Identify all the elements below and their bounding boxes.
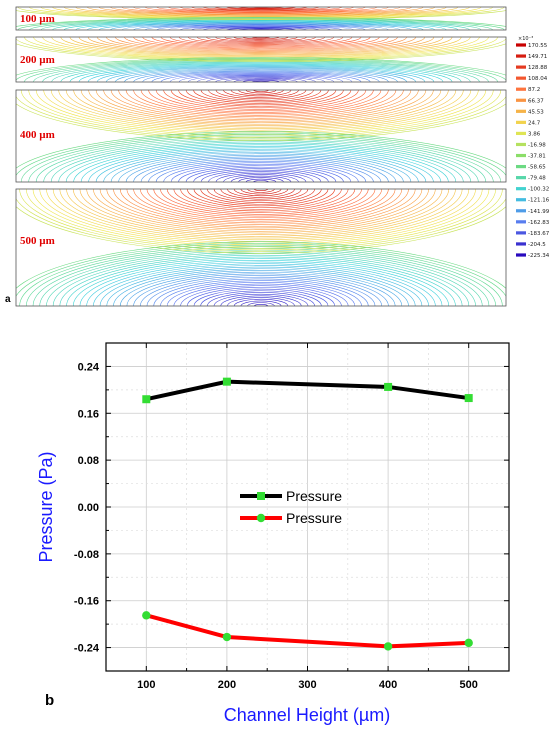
series-0-point bbox=[384, 382, 393, 391]
colorbar-tick-label: 24.7 bbox=[528, 120, 541, 126]
colorbar-tick-label: -37.81 bbox=[528, 154, 546, 160]
channel-label-500: 500 µm bbox=[20, 235, 55, 247]
legend-label-0: Pressure bbox=[286, 488, 342, 504]
series-1-point bbox=[383, 642, 393, 651]
colorbar-tick-label: -162.83 bbox=[528, 220, 550, 226]
colorbar-swatch bbox=[516, 98, 526, 102]
colorbar-swatch bbox=[516, 176, 526, 180]
colorbar-swatch bbox=[516, 231, 526, 235]
colorbar-swatch bbox=[516, 153, 526, 158]
colorbar-tick-label: 45.53 bbox=[528, 109, 544, 115]
y-tick-label: 0.24 bbox=[78, 361, 100, 373]
channel-label-100: 100 µm bbox=[20, 13, 55, 25]
colorbar-tick-label: -100.32 bbox=[528, 187, 549, 193]
pressure-chart: 100 200 300 400 500 0.24 0.16 0.08 0.00 -0.08 -0.… bbox=[36, 342, 510, 725]
series-0-point bbox=[142, 395, 151, 404]
series-1-line bbox=[145, 613, 469, 649]
x-axis: 100 200 300 400 500 bbox=[137, 343, 478, 691]
channel-500-contours bbox=[16, 189, 506, 306]
colorbar-swatch bbox=[516, 142, 526, 147]
colorbar-tick-label: -225.34 bbox=[528, 253, 550, 259]
colorbar-tick-label: -16.98 bbox=[528, 142, 546, 148]
colorbar: ×10⁻³ 170.55 149.71 128.88 108.04 87.2 66.37 4… bbox=[516, 36, 550, 259]
colorbar-swatch bbox=[516, 198, 526, 202]
colorbar-swatch bbox=[516, 54, 526, 58]
colorbar-tick-label: -79.48 bbox=[528, 176, 546, 182]
y-axis: 0.24 0.16 0.08 0.00 -0.08 -0.16 -0.24 bbox=[74, 361, 509, 655]
colorbar-swatch bbox=[516, 253, 526, 257]
series-1-point bbox=[464, 638, 473, 648]
colorbar-swatch bbox=[516, 76, 526, 80]
channel-label-400: 400 µm bbox=[20, 129, 55, 141]
colorbar-tick-label: -204.5 bbox=[528, 242, 546, 248]
channel-500-frame bbox=[15, 188, 507, 307]
colorbar-swatch bbox=[516, 242, 526, 246]
colorbar-tick-label: -141.99 bbox=[528, 209, 550, 215]
colorbar-tick-label: -58.65 bbox=[528, 165, 546, 171]
series-1-point bbox=[142, 611, 151, 620]
series-0-point bbox=[222, 377, 231, 386]
legend-label-1: Pressure bbox=[286, 510, 342, 526]
legend: Pressure Pressure bbox=[240, 488, 342, 526]
colorbar-tick-label: 87.2 bbox=[528, 87, 540, 93]
channel-label-200: 200 µm bbox=[20, 54, 55, 66]
y-tick-label: 0.08 bbox=[78, 455, 99, 467]
series-0-line bbox=[145, 379, 469, 402]
colorbar-tick-label: 66.37 bbox=[528, 98, 544, 104]
channel-200-frame bbox=[15, 36, 507, 83]
x-tick-label: 200 bbox=[218, 679, 236, 691]
colorbar-swatch bbox=[516, 209, 526, 213]
colorbar-tick-label: -183.67 bbox=[528, 231, 550, 237]
contour-panel: 100 µm 200 µm 400 µm 500 µm ×10⁻³ 170.55… bbox=[5, 6, 550, 307]
y-tick-label: -0.24 bbox=[74, 643, 100, 655]
y-axis-title: Pressure (Pa) bbox=[36, 451, 56, 562]
colorbar-swatch bbox=[516, 87, 526, 91]
series-group bbox=[142, 377, 473, 651]
panel-letter-b: b bbox=[45, 692, 54, 709]
y-tick-label: -0.16 bbox=[74, 596, 99, 608]
colorbar-swatch bbox=[516, 187, 526, 191]
panel-letter-a: a bbox=[5, 294, 11, 305]
legend-marker-0 bbox=[257, 492, 265, 500]
channel-100-contours bbox=[16, 7, 506, 30]
colorbar-tick-label: 170.55 bbox=[528, 43, 548, 49]
series-0-point bbox=[464, 394, 473, 403]
colorbar-swatch bbox=[516, 109, 526, 113]
colorbar-swatch bbox=[516, 65, 526, 69]
colorbar-tick-label: 149.71 bbox=[528, 54, 547, 60]
x-tick-label: 400 bbox=[379, 679, 397, 691]
x-tick-label: 300 bbox=[298, 679, 316, 691]
y-tick-label: 0.16 bbox=[78, 408, 99, 420]
minor-ticks bbox=[106, 343, 509, 671]
x-axis-title: Channel Height (µm) bbox=[224, 705, 390, 725]
x-tick-label: 100 bbox=[137, 679, 155, 691]
colorbar-swatch bbox=[516, 120, 526, 124]
colorbar-tick-label: 3.86 bbox=[528, 131, 541, 137]
colorbar-tick-label: -121.16 bbox=[528, 198, 550, 204]
colorbar-tick-label: 108.04 bbox=[528, 76, 548, 82]
colorbar-swatch bbox=[516, 220, 526, 224]
legend-marker-1 bbox=[256, 513, 266, 523]
channel-100-frame bbox=[15, 6, 507, 31]
colorbar-tick-label: 128.88 bbox=[528, 65, 548, 71]
colorbar-swatch bbox=[516, 43, 526, 47]
y-tick-label: -0.08 bbox=[74, 549, 99, 561]
channel-400-frame bbox=[15, 89, 507, 183]
colorbar-exponent: ×10⁻³ bbox=[518, 36, 533, 42]
x-tick-label: 500 bbox=[460, 679, 478, 691]
colorbar-swatch bbox=[516, 164, 526, 169]
colorbar-swatch bbox=[516, 131, 526, 136]
series-1-point bbox=[222, 632, 232, 642]
y-tick-label: 0.00 bbox=[78, 502, 99, 514]
